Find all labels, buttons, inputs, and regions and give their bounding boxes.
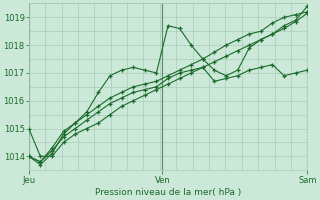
X-axis label: Pression niveau de la mer( hPa ): Pression niveau de la mer( hPa )	[95, 188, 241, 197]
